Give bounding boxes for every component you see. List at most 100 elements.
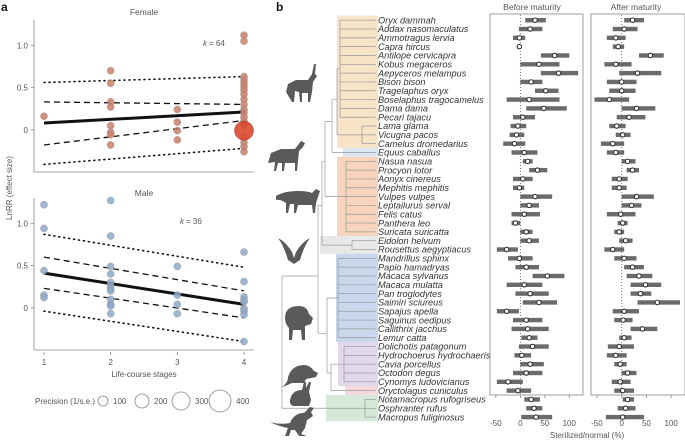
- species-label: Vicugna pacos: [378, 130, 439, 140]
- tree-branch: [336, 68, 362, 136]
- point-estimate: [612, 352, 619, 359]
- data-point: [240, 337, 248, 346]
- data-point: [173, 262, 182, 271]
- data-point: [106, 103, 115, 111]
- species-label: Cynomys ludovicianus: [378, 377, 470, 387]
- point-estimate: [528, 79, 534, 85]
- point-estimate: [610, 246, 616, 253]
- prediction-interval-upper: [43, 233, 245, 269]
- point-estimate: [612, 149, 619, 156]
- data-point: [40, 112, 48, 121]
- legend-circle: [208, 389, 232, 413]
- point-estimate: [532, 17, 538, 23]
- data-point: [106, 79, 115, 88]
- tree-branch: [321, 160, 352, 246]
- male-title: Male: [135, 188, 154, 198]
- data-point: [106, 309, 115, 318]
- panel-label-a: a: [1, 0, 8, 14]
- species-label: Camelus dromedarius: [378, 139, 468, 149]
- point-estimate: [526, 334, 532, 341]
- data-point: [106, 270, 115, 278]
- species-label: Oryctolagus cuniculus: [378, 386, 468, 396]
- point-estimate: [622, 237, 629, 244]
- point-estimate: [516, 35, 523, 41]
- point-estimate: [629, 264, 636, 270]
- point-estimate: [636, 273, 642, 279]
- point-estimate: [523, 264, 529, 270]
- species-label: Kobus megaceros: [378, 60, 452, 70]
- prediction-interval-lower: [43, 310, 245, 343]
- species-label: Bison bison: [378, 77, 426, 87]
- legend-circle: [134, 393, 150, 409]
- x-tick-label: 100: [664, 419, 678, 428]
- species-label: Pecari tajacu: [378, 112, 431, 122]
- data-point: [106, 302, 115, 310]
- tree-branch: [324, 121, 346, 197]
- legend-label: 300: [195, 397, 209, 406]
- data-point: [240, 298, 248, 306]
- data-point: [106, 262, 115, 271]
- point-estimate: [615, 43, 621, 50]
- x-tick-label: 1: [42, 358, 47, 367]
- point-estimate: [618, 88, 625, 94]
- female-k-annotation: k = 64: [203, 39, 225, 48]
- data-point: [240, 248, 248, 256]
- point-estimate: [637, 290, 644, 297]
- x-tick-label: 100: [563, 419, 577, 428]
- x-tick-label: 50: [642, 419, 651, 428]
- species-label: Dolichotis patagonum: [378, 342, 467, 352]
- species-label: Mandrillus sphinx: [378, 254, 449, 264]
- data-point: [106, 141, 115, 149]
- point-estimate: [654, 299, 661, 306]
- point-estimate: [621, 334, 627, 341]
- point-estimate: [633, 105, 640, 112]
- point-estimate: [516, 255, 523, 262]
- data-point: [173, 105, 182, 114]
- point-estimate: [536, 61, 542, 68]
- point-estimate: [534, 167, 541, 173]
- confidence-interval-lower: [43, 119, 245, 146]
- data-point: [173, 136, 182, 144]
- point-estimate: [624, 158, 631, 165]
- point-estimate: [503, 308, 510, 315]
- after-maturity-frame: [590, 13, 685, 396]
- point-estimate: [619, 387, 626, 394]
- point-estimate: [616, 229, 622, 235]
- species-label: Aepyceros melampus: [377, 68, 467, 78]
- point-estimate: [529, 343, 536, 350]
- point-estimate: [516, 185, 523, 191]
- data-point: [106, 66, 115, 75]
- panel-label-b: b: [276, 0, 283, 14]
- prediction-interval-lower: [43, 147, 245, 166]
- point-estimate: [620, 317, 626, 323]
- regression-line: [43, 110, 245, 125]
- legend-label: 400: [236, 397, 250, 406]
- male-k-annotation: k = 36: [180, 217, 202, 226]
- species-label: Felis catus: [378, 209, 422, 219]
- species-label: Sapajus apella: [378, 306, 438, 316]
- point-estimate: [513, 132, 520, 138]
- species-label: Macropus fuliginosus: [378, 412, 465, 422]
- point-estimate: [612, 61, 619, 68]
- point-estimate: [505, 379, 511, 385]
- point-estimate: [528, 396, 534, 403]
- species-label: Notamacropus rufogriseus: [378, 395, 486, 405]
- point-estimate: [526, 202, 532, 209]
- regression-line: [43, 271, 245, 306]
- species-label: Ammotragus lervia: [377, 33, 455, 43]
- x-tick-label: -50: [591, 419, 603, 428]
- species-label: Macaca mulatta: [378, 280, 443, 290]
- prediction-interval-upper: [43, 75, 245, 84]
- legend-label: 200: [154, 397, 168, 406]
- data-point: [106, 131, 115, 139]
- species-label: Suricata suricatta: [378, 227, 449, 237]
- panel-title-after: After maturity: [611, 2, 662, 12]
- point-estimate: [511, 140, 518, 147]
- point-estimate: [633, 193, 640, 200]
- data-point: [240, 277, 248, 286]
- point-estimate: [524, 158, 531, 165]
- large-data-point: [234, 120, 254, 141]
- point-estimate: [619, 132, 626, 138]
- species-label: Saguinus oedipus: [378, 315, 451, 325]
- point-estimate: [619, 220, 626, 226]
